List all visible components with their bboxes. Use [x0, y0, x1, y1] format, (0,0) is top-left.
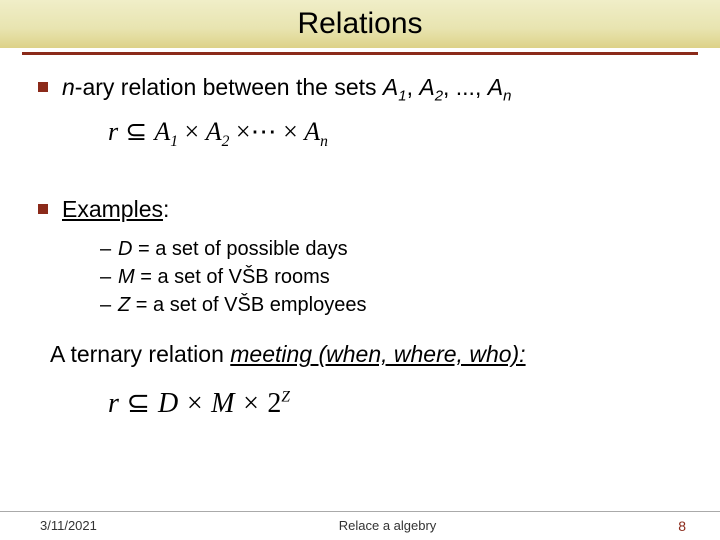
var-M: M	[118, 266, 135, 288]
footer-page: 8	[678, 518, 700, 534]
formula-nary: r ⊆ A1 × A2 ×⋯ × An	[108, 116, 682, 151]
f1-An: A	[304, 117, 320, 146]
f2-2: 2	[267, 388, 281, 419]
dash-text: Z = a set of VŠB employees	[118, 291, 366, 319]
slide-footer: 3/11/2021 Relace a algebry 8	[0, 511, 720, 534]
f2-D: D	[158, 388, 178, 419]
f1-xd: ×⋯ ×	[229, 117, 304, 146]
dash-text: D = a set of possible days	[118, 235, 348, 263]
f1-subset: ⊆	[118, 116, 154, 146]
f2-M: M	[211, 388, 234, 419]
examples-text: Examples:	[62, 195, 169, 225]
list-item: – M = a set of VŠB rooms	[100, 263, 682, 291]
slide-title-bar: Relations	[0, 0, 720, 48]
f1-A1: A	[154, 117, 170, 146]
nary-n: n	[62, 74, 75, 100]
formula-ternary: r ⊆ D × M × 2Z	[108, 386, 682, 420]
nary-mid: -ary relation between the sets	[75, 74, 383, 100]
nary-An: A	[488, 74, 503, 100]
nary-sub2: 2	[435, 88, 443, 105]
txt-D: = a set of possible days	[132, 238, 347, 260]
slide-title: Relations	[297, 7, 422, 41]
footer-date: 3/11/2021	[40, 518, 97, 534]
nary-A2: A	[419, 74, 434, 100]
f1-sn: n	[320, 133, 328, 150]
nary-subn: n	[503, 88, 511, 105]
f1-x1: ×	[178, 117, 206, 146]
ternary-a: A ternary relation	[50, 341, 230, 367]
bullet-nary: n-ary relation between the sets A1, A2, …	[38, 73, 682, 106]
f2-subset: ⊆	[119, 387, 158, 418]
list-item: – Z = a set of VŠB employees	[100, 291, 682, 319]
txt-Z: = a set of VŠB employees	[130, 294, 366, 316]
nary-c3: ,	[475, 74, 488, 100]
f1-s1: 1	[170, 133, 178, 150]
f2-x1: ×	[178, 388, 211, 419]
nary-dots: ...	[456, 74, 475, 100]
f1-r: r	[108, 117, 118, 146]
bullet-nary-text: n-ary relation between the sets A1, A2, …	[62, 73, 511, 106]
nary-sub1: 1	[398, 88, 406, 105]
nary-c1: ,	[407, 74, 420, 100]
square-bullet-icon	[38, 82, 48, 92]
bullet-examples: Examples:	[38, 195, 682, 225]
f2-Z: Z	[281, 389, 290, 406]
dash-icon: –	[100, 291, 118, 319]
dash-icon: –	[100, 235, 118, 263]
nary-A1: A	[383, 74, 398, 100]
dash-text: M = a set of VŠB rooms	[118, 263, 330, 291]
f2-r: r	[108, 388, 119, 419]
ternary-b: meeting (when, where, who):	[230, 341, 525, 367]
f1-A2: A	[206, 117, 222, 146]
square-bullet-icon	[38, 204, 48, 214]
footer-center: Relace a algebry	[97, 518, 678, 534]
var-D: D	[118, 238, 132, 260]
examples-colon: :	[163, 196, 169, 222]
f2-x2: ×	[234, 388, 267, 419]
ternary-text: A ternary relation meeting (when, where,…	[50, 341, 682, 368]
txt-M: = a set of VŠB rooms	[135, 266, 330, 288]
dash-list: – D = a set of possible days – M = a set…	[100, 235, 682, 319]
list-item: – D = a set of possible days	[100, 235, 682, 263]
slide-content: n-ary relation between the sets A1, A2, …	[0, 55, 720, 420]
examples-label: Examples	[62, 196, 163, 222]
dash-icon: –	[100, 263, 118, 291]
var-Z: Z	[118, 294, 130, 316]
nary-c2: ,	[443, 74, 456, 100]
